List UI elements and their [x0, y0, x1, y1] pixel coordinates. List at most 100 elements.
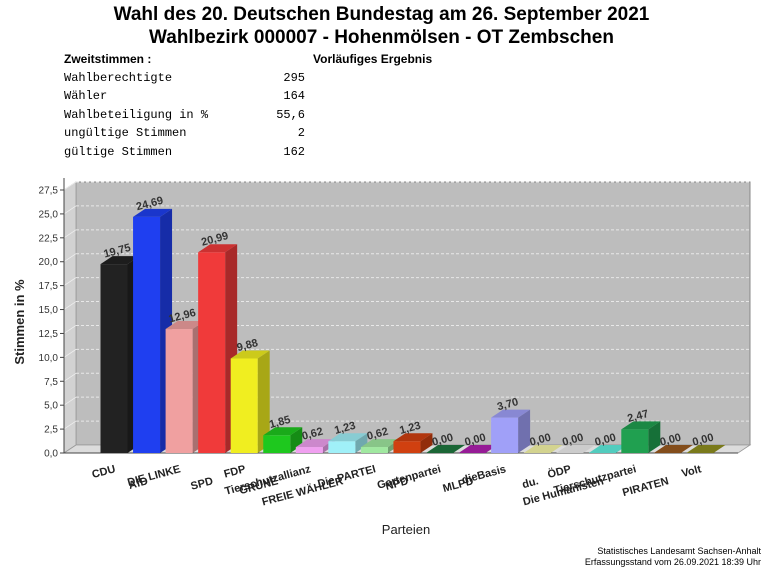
stat-value: 295	[283, 71, 305, 85]
bar-top	[198, 244, 238, 253]
bar	[263, 435, 291, 453]
gridline-wall	[63, 349, 77, 358]
x-tick-label: Gartenpartei	[376, 463, 442, 492]
bar-top	[491, 409, 531, 418]
x-axis-title: Parteien	[382, 522, 430, 537]
x-tick-label: SPD	[189, 475, 214, 492]
bar-top	[100, 256, 140, 265]
plot-left-wall	[63, 181, 77, 454]
gridline-wall	[63, 205, 77, 215]
title-line-2: Wahlbezirk 000007 - Hohenmölsen - OT Zem…	[149, 27, 614, 48]
stats-table: Wahlberechtigte 295 Wähler 164 Wahlbetei…	[64, 71, 314, 163]
data-label: 3,70	[496, 396, 520, 413]
stat-label: Wahlbeteiligung in %	[64, 107, 209, 122]
data-label: 0,00	[594, 432, 618, 449]
data-label: 0,62	[301, 426, 325, 443]
x-tick-label: FDP	[223, 463, 247, 480]
bar-top	[653, 445, 693, 453]
bar-top	[426, 445, 465, 453]
bar-top	[133, 208, 173, 217]
status-label: Vorläufiges Ergebnis	[313, 52, 433, 66]
y-tick-label: 20,0	[39, 257, 59, 268]
section-label: Zweitstimmen :	[64, 52, 152, 66]
bar-side	[518, 409, 531, 453]
stat-row: Wahlberechtigte 295	[64, 71, 314, 89]
x-tick-label: PIRATEN	[621, 475, 670, 499]
y-tick-label: 10,0	[39, 353, 59, 364]
stat-row: Wähler 164	[64, 89, 314, 107]
data-label: 0,62	[366, 426, 390, 443]
bar	[393, 441, 421, 453]
stat-value: 162	[283, 144, 305, 159]
data-label: 0,00	[431, 432, 455, 449]
y-tick-label: 5,0	[44, 401, 58, 412]
bar-chart: 0,0 2,5 5,0 7,5 10,0 12,5 15,0 17,5 20,0 22,5 25,0…	[12, 178, 752, 537]
stat-value: 164	[283, 89, 305, 104]
x-tick-label: NPD	[384, 475, 410, 493]
data-label: 2,47	[626, 408, 650, 425]
y-tick-label: 25,0	[39, 209, 59, 220]
y-tick-label: 27,5	[39, 186, 59, 197]
bar-top	[588, 445, 628, 453]
stat-value: 55,6	[276, 107, 305, 122]
gridline-wall	[63, 372, 77, 382]
bar-top	[621, 421, 661, 430]
bar	[198, 252, 226, 453]
x-tick-label: CDU	[91, 463, 117, 481]
bar	[295, 447, 323, 453]
bar	[328, 441, 356, 453]
stat-label: gültige Stimmen	[64, 144, 173, 159]
y-tick-label: 0,0	[44, 449, 58, 460]
bar-top	[360, 439, 400, 448]
stat-row: Wahlbeteiligung in % 55,6	[64, 108, 314, 126]
bar	[230, 358, 258, 453]
data-label: 0,00	[528, 432, 552, 449]
data-label: 9,88	[236, 337, 260, 354]
data-label: 0,00	[691, 432, 715, 449]
bar-side	[648, 421, 661, 453]
data-label: 1,85	[268, 414, 292, 431]
bar	[133, 216, 161, 453]
bar-side	[355, 433, 368, 453]
y-tick-label: 22,5	[39, 233, 59, 244]
bar-top	[165, 321, 205, 330]
x-tick-label: Volt	[680, 463, 703, 480]
data-label: 1,23	[398, 420, 422, 437]
gridline-wall	[63, 253, 77, 263]
bar	[621, 429, 649, 453]
bar-side	[257, 350, 270, 453]
data-label: 0,00	[659, 432, 683, 449]
stat-value: 2	[297, 126, 305, 141]
x-tick-label: AfD	[127, 475, 149, 492]
stat-row: ungültige Stimmen 2	[64, 126, 314, 144]
gridline-wall	[63, 325, 77, 334]
y-tick-label: 7,5	[44, 377, 58, 388]
x-tick-label: dieBasis	[461, 463, 508, 486]
gridline-wall	[63, 277, 77, 286]
footer-timestamp: Erfassungsstand vom 26.09.2021 18:39 Uhr	[584, 557, 761, 567]
bar-top	[458, 445, 498, 453]
bar	[165, 329, 193, 453]
bar-top	[328, 433, 368, 442]
bar-top	[523, 445, 563, 453]
gridline-wall	[63, 181, 77, 191]
bar-top	[263, 427, 303, 436]
x-tick-label: du.	[521, 475, 540, 491]
y-tick-label: 12,5	[39, 329, 59, 340]
y-tick-label: 15,0	[39, 305, 59, 316]
gridline-wall	[63, 396, 77, 406]
x-tick-label: DIE LINKE	[126, 463, 182, 489]
bar-top	[556, 445, 596, 453]
bar	[100, 264, 128, 453]
x-tick-label: Die PARTEI	[316, 463, 377, 490]
x-tick-label: ÖDP	[546, 462, 572, 481]
gridline-wall	[63, 301, 77, 310]
gridline-wall	[63, 420, 77, 430]
gridline-wall	[63, 229, 77, 239]
data-label: 1,23	[333, 420, 357, 437]
data-label: 0,00	[561, 432, 585, 449]
stat-label: ungültige Stimmen	[64, 126, 187, 141]
stat-label: Wähler	[64, 89, 108, 104]
title-line-1: Wahl des 20. Deutschen Bundestag am 26. …	[113, 4, 650, 25]
data-label: 0,00	[463, 432, 487, 449]
